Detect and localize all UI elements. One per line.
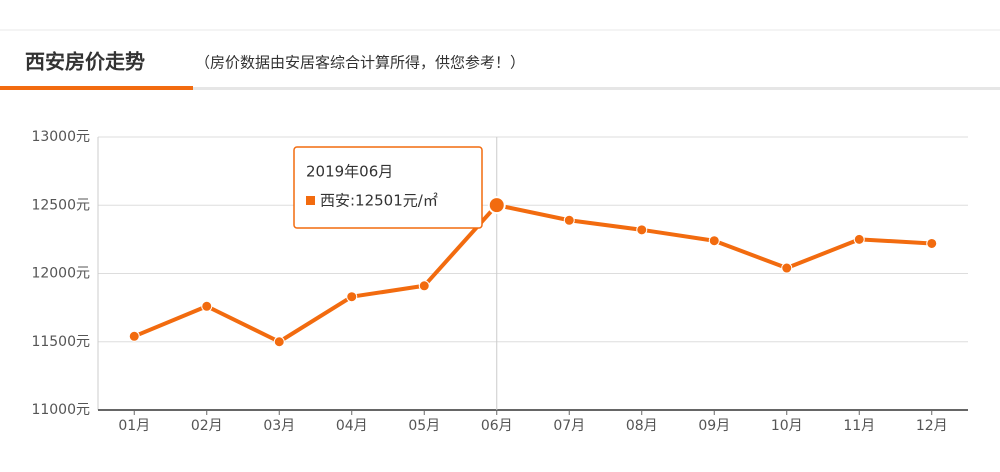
header-accent [0,86,193,90]
x-tick-label: 11月 [843,418,875,434]
y-tick-label: 12000元 [31,266,90,282]
x-tick-label: 09月 [698,418,730,434]
x-tick-label: 05月 [408,418,440,434]
data-point [201,300,213,312]
x-tick-label: 10月 [771,418,803,434]
x-tick-label: 07月 [553,418,585,434]
data-point [418,280,430,292]
data-point [487,196,506,215]
x-tick-label: 03月 [263,418,295,434]
tooltip-box [293,146,483,229]
x-tick-label: 12月 [916,418,948,434]
chart-subtitle: （房价数据由安居客综合计算所得，供您参考！） [195,54,525,72]
header-rule [0,87,1000,90]
data-point [128,330,140,342]
x-tick-label: 04月 [336,418,368,434]
y-tick-label: 11500元 [31,334,90,350]
series-line [133,203,932,344]
x-tick-label: 01月 [118,418,150,434]
data-point [708,235,720,247]
data-point [926,237,938,249]
data-point [853,233,865,245]
data-point [563,214,575,226]
x-tick-label: 06月 [481,418,513,434]
x-tick-label: 02月 [191,418,223,434]
tooltip-title: 2019年06月 [306,163,393,181]
data-point [636,224,648,236]
data-point [273,336,285,348]
y-tick-label: 13000元 [31,129,90,145]
data-point [781,262,793,274]
tooltip-text: 西安:12501元/㎡ [320,192,438,210]
data-point [346,291,358,303]
y-tick-label: 12500元 [31,197,90,213]
tooltip-swatch [306,196,315,205]
chart-title: 西安房价走势 [25,50,145,74]
x-tick-label: 08月 [626,418,658,434]
y-tick-label: 11000元 [31,402,90,418]
